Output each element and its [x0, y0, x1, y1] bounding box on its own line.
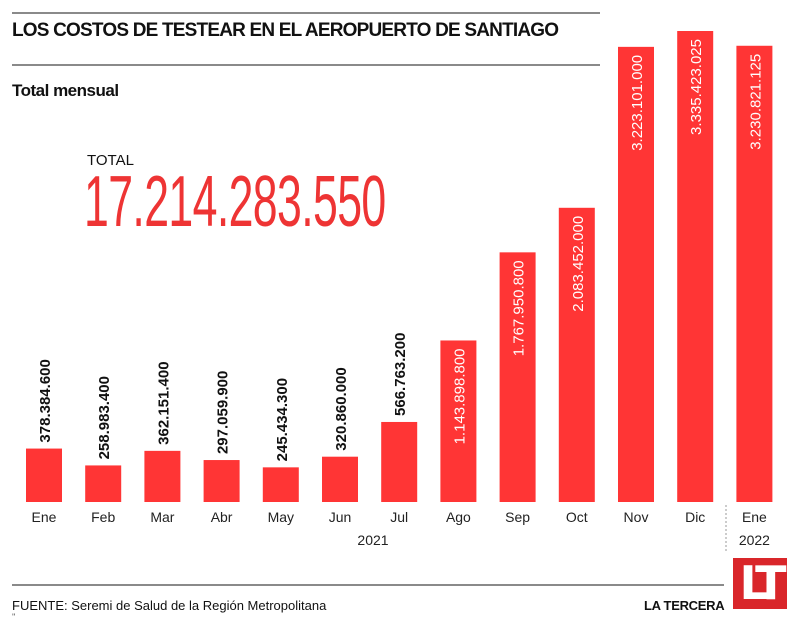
bar-5 — [322, 456, 358, 502]
bar-4 — [262, 467, 299, 502]
x-tick-9: Oct — [566, 509, 588, 525]
x-tick-8: Sep — [505, 509, 530, 525]
x-tick-0: Ene — [32, 509, 57, 525]
bar-11 — [677, 31, 714, 502]
x-tick-6: Jul — [390, 509, 408, 525]
x-tick-3: Abr — [211, 509, 233, 525]
bar-12 — [736, 45, 773, 502]
data-label-7: 1.143.898.800 — [451, 348, 468, 444]
bar-9 — [558, 207, 595, 503]
data-label-1: 258.983.400 — [96, 376, 113, 459]
chart-title: LOS COSTOS DE TESTEAR EN EL AEROPUERTO D… — [12, 20, 559, 41]
total-value: 17.214.283.550 — [84, 162, 386, 242]
source-note: FUENTE: Seremi de Salud de la Región Met… — [12, 598, 327, 613]
top-rule — [12, 12, 600, 14]
la-tercera-logo: LT — [733, 558, 787, 609]
data-label-6: 566.763.200 — [392, 333, 409, 416]
data-label-11: 3.335.423.025 — [688, 39, 705, 135]
data-label-2: 362.151.400 — [155, 361, 172, 444]
brand-name: LA TERCERA — [644, 598, 725, 613]
data-label-4: 245.434.300 — [274, 378, 291, 461]
bar-10 — [618, 46, 654, 503]
data-label-12: 3.230.821.125 — [747, 54, 764, 150]
data-label-8: 1.767.950.800 — [511, 260, 528, 356]
bar-3 — [203, 460, 240, 502]
x-tick-12: Ene — [742, 509, 767, 525]
x-tick-5: Jun — [329, 509, 352, 525]
x-tick-1: Feb — [91, 509, 115, 525]
bar-8 — [499, 252, 536, 502]
total-label: TOTAL — [87, 152, 134, 169]
title-rule — [12, 64, 600, 66]
data-label-9: 2.083.452.000 — [570, 216, 587, 312]
bar-2 — [144, 450, 181, 502]
data-label-5: 320.860.000 — [333, 367, 350, 450]
x-tick-11: Dic — [685, 509, 705, 525]
footer-rule — [12, 584, 724, 586]
bar-7 — [440, 340, 477, 502]
data-label-10: 3.223.101.000 — [629, 55, 646, 151]
data-label-3: 297.059.900 — [215, 371, 232, 454]
x-tick-10: Nov — [624, 509, 649, 525]
bar-1 — [85, 465, 122, 502]
x-tick-2: Mar — [150, 509, 174, 525]
x-tick-4: May — [268, 509, 294, 525]
chart-subtitle: Total mensual — [12, 81, 119, 100]
bar-6 — [381, 421, 418, 502]
x-tick-7: Ago — [446, 509, 471, 525]
year-label-2022: 2022 — [739, 532, 770, 548]
year-label-2021: 2021 — [357, 532, 388, 548]
data-label-0: 378.384.600 — [37, 359, 54, 442]
bar-0 — [26, 448, 62, 502]
footer-marks: '' — [12, 612, 16, 622]
